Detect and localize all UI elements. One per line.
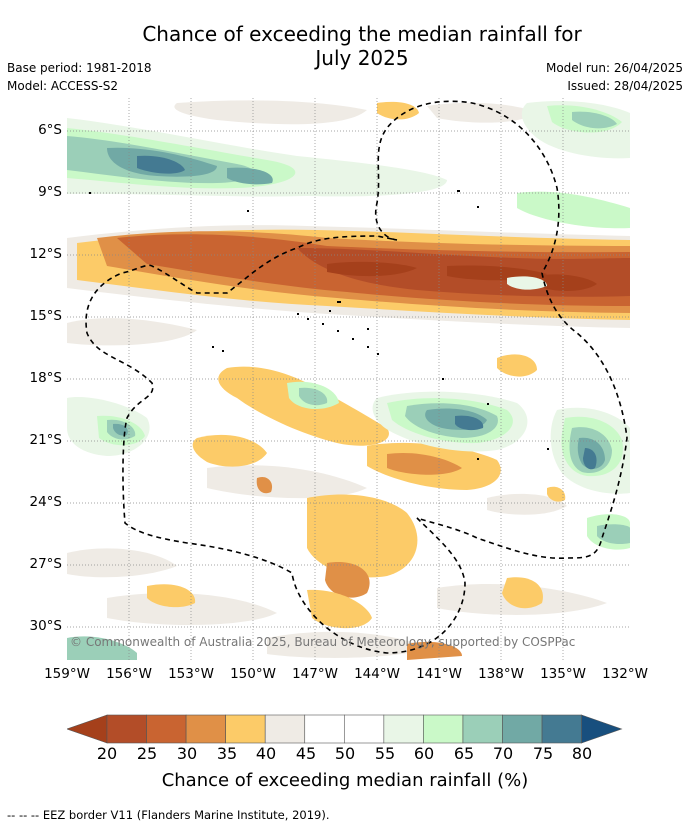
colorbar-cell [264, 714, 306, 744]
colorbar-arrow-low [67, 714, 108, 744]
colorbar-cell [423, 714, 464, 744]
colorbar-cell [502, 714, 543, 744]
colorbar-tick: 60 [413, 744, 435, 763]
lat-label: 27°S [29, 556, 63, 572]
lat-label: 18°S [29, 370, 63, 386]
lat-label: 30°S [29, 618, 63, 634]
colorbar-tick: 75 [532, 744, 554, 763]
colorbar-tick: 35 [216, 744, 238, 763]
colorbar-cell [304, 714, 345, 744]
lon-label: 141°W [416, 666, 462, 682]
neutral-patches [67, 100, 607, 658]
lon-label: 159°W [44, 666, 90, 682]
islands [89, 190, 549, 460]
rainfall-probability-map: © Commonwealth of Australia 2025, Bureau… [67, 98, 630, 660]
colorbar [67, 714, 623, 744]
title-line-1: Chance of exceeding the median rainfall … [142, 22, 582, 46]
colorbar-tick: 55 [374, 744, 396, 763]
lat-label: 12°S [29, 246, 63, 262]
eez-legend: -- -- -- EEZ border V11 (Flanders Marine… [7, 808, 330, 822]
title-line-2: July 2025 [315, 46, 409, 70]
colorbar-tick: 50 [334, 744, 356, 763]
lon-label: 138°W [478, 666, 524, 682]
lat-label: 6°S [38, 122, 62, 138]
colorbar-cell [146, 714, 187, 744]
lat-lon-gridlines [67, 98, 630, 660]
colorbar-tick: 65 [453, 744, 475, 763]
colorbar-cell [225, 714, 266, 744]
model-run-date: Model run: 26/04/2025 [545, 61, 683, 75]
left-metadata: Base period: 1981-2018 Model: ACCESS-S2 [7, 59, 152, 95]
lon-label: 135°W [540, 666, 586, 682]
issued-date: Issued: 28/04/2025 [567, 79, 683, 93]
map-title: Chance of exceeding the median rainfall … [100, 22, 624, 70]
lon-label: 153°W [168, 666, 214, 682]
lat-label: 9°S [38, 184, 62, 200]
lat-label: 15°S [29, 308, 63, 324]
dry-band-central [67, 225, 630, 328]
lon-label: 144°W [354, 666, 400, 682]
lat-label: 21°S [29, 432, 63, 448]
lon-label: 156°W [106, 666, 152, 682]
map-copyright: © Commonwealth of Australia 2025, Bureau… [70, 635, 575, 649]
lon-label: 132°W [602, 666, 648, 682]
base-period: Base period: 1981-2018 [7, 61, 152, 75]
colorbar-cell [383, 714, 424, 744]
colorbar-cell [462, 714, 503, 744]
colorbar-cell [343, 714, 385, 744]
colorbar-tick: 25 [136, 744, 158, 763]
model-name: Model: ACCESS-S2 [7, 79, 119, 93]
colorbar-tick: 45 [295, 744, 317, 763]
lat-label: 24°S [29, 494, 63, 510]
colorbar-cell [106, 714, 147, 744]
wet-patches-south [67, 276, 630, 660]
eez-borders [85, 100, 628, 654]
colorbar-arrow-high [581, 714, 623, 744]
colorbar-cell [541, 714, 582, 744]
lon-label: 147°W [292, 666, 338, 682]
colorbar-tick: 80 [571, 744, 593, 763]
colorbar-cells [67, 714, 623, 744]
colorbar-tick: 70 [492, 744, 514, 763]
right-metadata: Model run: 26/04/2025 Issued: 28/04/2025 [546, 59, 683, 95]
colorbar-label: Chance of exceeding median rainfall (%) [161, 770, 529, 791]
lon-label: 150°W [230, 666, 276, 682]
colorbar-tick: 30 [176, 744, 198, 763]
colorbar-cell [185, 714, 226, 744]
colorbar-tick: 40 [255, 744, 277, 763]
wet-band-northwest [67, 118, 447, 197]
colorbar-tick: 20 [96, 744, 118, 763]
wet-patch-northeast [517, 101, 630, 229]
